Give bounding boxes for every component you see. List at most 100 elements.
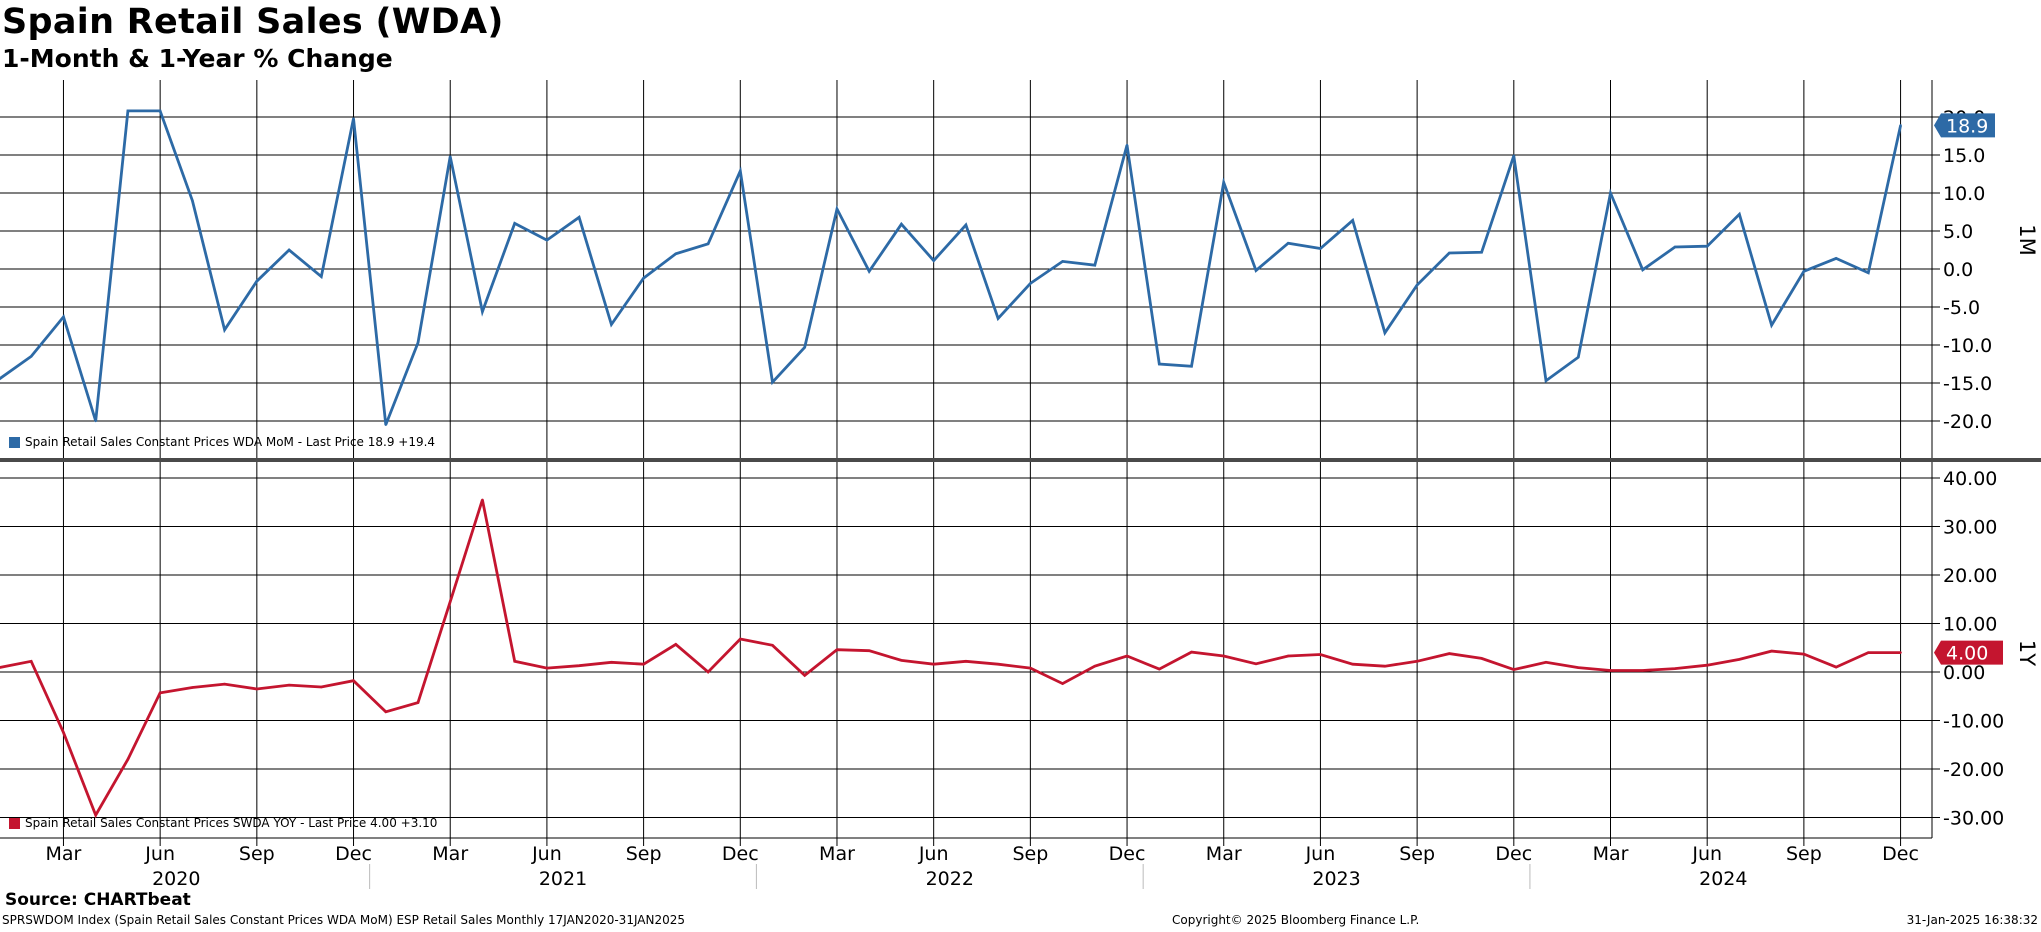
- series-line-yoy: [0, 499, 1901, 819]
- data-point-mom: [1125, 143, 1129, 147]
- data-point-yoy: [1319, 653, 1322, 656]
- ytick-label-yoy: 10.00: [1943, 614, 1997, 636]
- data-point-mom: [1480, 251, 1483, 254]
- data-point-yoy: [1577, 666, 1580, 669]
- data-point-yoy: [1415, 660, 1419, 663]
- year-label: 2020: [152, 868, 200, 890]
- data-point-mom: [610, 323, 613, 326]
- ytick-label-yoy: 40.00: [1943, 468, 1997, 490]
- data-point-yoy: [1738, 658, 1741, 661]
- data-point-mom: [191, 199, 194, 202]
- data-point-mom: [1609, 191, 1612, 195]
- data-point-yoy: [577, 664, 581, 667]
- ytick-label-yoy: 30.00: [1943, 517, 1997, 539]
- data-point-yoy: [1125, 654, 1129, 658]
- xtick-label: Sep: [1012, 843, 1048, 865]
- data-point-yoy: [674, 643, 678, 646]
- ytick-label-mom: -10.0: [1943, 335, 1992, 357]
- timestamp: 31-Jan-2025 16:38:32: [1906, 913, 2038, 927]
- data-point-mom: [642, 276, 645, 280]
- data-point-mom: [1383, 331, 1387, 335]
- legend-mom: Spain Retail Sales Constant Prices WDA M…: [9, 435, 435, 449]
- data-point-mom: [1254, 269, 1258, 272]
- xtick-label: Dec: [1495, 843, 1532, 865]
- data-point-mom: [94, 419, 97, 423]
- data-point-yoy: [1061, 682, 1064, 685]
- data-point-mom: [868, 270, 871, 273]
- data-point-yoy: [416, 701, 420, 704]
- ytick-label-mom: 5.0: [1943, 221, 1973, 243]
- xtick-label: Mar: [819, 843, 855, 865]
- data-point-yoy: [1383, 664, 1387, 668]
- data-point-mom: [1190, 365, 1193, 368]
- data-point-mom: [932, 259, 935, 262]
- copyright: Copyright© 2025 Bloomberg Finance L.P.: [1172, 913, 1420, 927]
- data-point-yoy: [1802, 652, 1806, 656]
- data-point-yoy: [1287, 654, 1290, 658]
- data-point-yoy: [706, 670, 710, 674]
- data-point-yoy: [158, 691, 162, 695]
- ytick-label-yoy: -10.00: [1943, 711, 2004, 733]
- data-point-mom: [1512, 154, 1516, 157]
- data-point-yoy: [320, 685, 323, 689]
- data-point-yoy: [30, 660, 33, 663]
- data-point-yoy: [255, 687, 259, 691]
- data-point-mom: [835, 207, 839, 211]
- data-point-mom: [1448, 251, 1451, 255]
- xtick-label: Jun: [918, 843, 949, 865]
- axis-label-yoy: 1Y: [2015, 640, 2039, 666]
- data-point-mom: [416, 341, 420, 344]
- data-point-yoy: [223, 682, 226, 686]
- data-point-mom: [1867, 271, 1870, 274]
- data-point-yoy: [1770, 649, 1773, 653]
- data-point-yoy: [191, 686, 194, 689]
- data-point-yoy: [449, 600, 452, 603]
- data-point-yoy: [1190, 650, 1193, 654]
- data-point-mom: [1544, 379, 1548, 382]
- axis-label-mom: 1M: [2015, 224, 2039, 255]
- data-point-mom: [1641, 268, 1644, 271]
- data-point-yoy: [1673, 667, 1677, 670]
- data-point-yoy: [1705, 664, 1709, 667]
- ytick-label-yoy: 0.00: [1943, 662, 1985, 684]
- data-point-mom: [577, 216, 581, 219]
- data-point-yoy: [287, 683, 291, 687]
- data-point-mom: [1899, 124, 1902, 127]
- data-point-yoy: [964, 660, 968, 663]
- xtick-label: Sep: [1786, 843, 1822, 865]
- data-point-mom: [706, 242, 710, 246]
- data-point-yoy: [545, 666, 549, 670]
- data-point-mom: [223, 328, 226, 331]
- data-point-yoy: [1254, 662, 1258, 665]
- data-point-mom: [30, 355, 33, 358]
- data-point-yoy: [900, 659, 903, 662]
- data-point-yoy: [1093, 664, 1097, 668]
- data-point-mom: [1319, 247, 1322, 250]
- data-point-mom: [1222, 181, 1225, 184]
- data-point-mom: [996, 317, 1000, 320]
- data-point-mom: [1351, 219, 1354, 222]
- last-price-label-mom: 18.9: [1946, 115, 1988, 137]
- xtick-label: Jun: [144, 843, 175, 865]
- xtick-label: Sep: [239, 843, 275, 865]
- ytick-label-mom: 0.0: [1943, 259, 1973, 281]
- xtick-label: Mar: [46, 843, 82, 865]
- data-point-mom: [449, 155, 452, 158]
- page-title: Spain Retail Sales (WDA): [2, 2, 504, 42]
- data-point-mom: [1802, 270, 1806, 273]
- data-point-mom: [481, 310, 484, 313]
- data-point-yoy: [1609, 669, 1612, 672]
- data-point-yoy: [1544, 661, 1548, 664]
- data-point-mom: [126, 109, 130, 113]
- xtick-label: Sep: [626, 843, 662, 865]
- series-line-mom: [0, 109, 1902, 426]
- data-point-mom: [1061, 260, 1064, 263]
- data-point-yoy: [932, 663, 935, 666]
- data-point-mom: [320, 275, 323, 278]
- data-point-mom: [1287, 241, 1290, 245]
- data-point-mom: [739, 169, 742, 173]
- data-point-mom: [255, 279, 259, 283]
- xtick-label: Mar: [432, 843, 468, 865]
- data-point-yoy: [1641, 669, 1644, 672]
